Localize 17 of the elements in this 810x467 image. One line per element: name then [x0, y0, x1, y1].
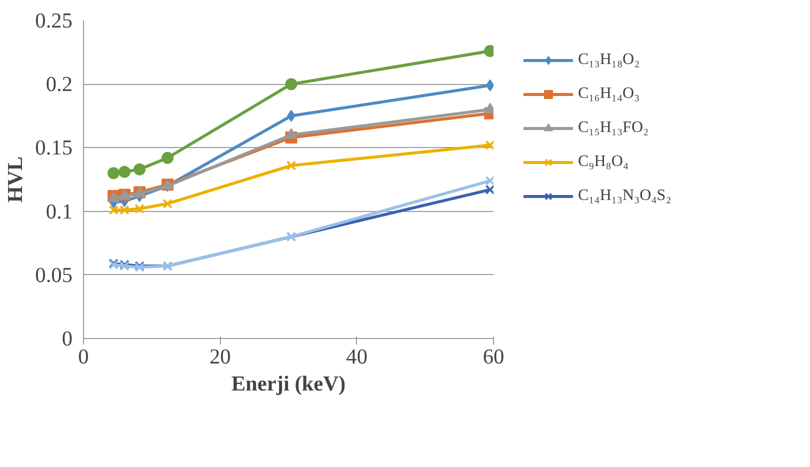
y-axis-title: HVL: [3, 156, 28, 203]
legend-label: C₁₅H₁₃FO₂: [578, 119, 649, 137]
y-tick-label: 0.1: [46, 199, 73, 224]
legend-label: C₁₃H₁₈O₂: [578, 51, 640, 69]
x-tick-label: 0: [78, 344, 89, 368]
y-tick-label: 0.25: [35, 8, 73, 32]
y-tick-label: 0.2: [46, 72, 73, 96]
x-tick-label: 40: [346, 344, 368, 368]
y-tick-label: 0.15: [35, 136, 73, 160]
legend-label: C₉H₈O₄: [578, 153, 629, 171]
y-tick-label: 0: [62, 326, 73, 350]
legend-label: C₁₆H₁₄O₃: [578, 85, 640, 103]
x-axis-title: Enerji (keV): [231, 372, 346, 396]
legend-label: C₁₄H₁₃N₃O₄S₂: [578, 187, 672, 205]
y-tick-label: 0.05: [35, 262, 73, 287]
x-tick-label: 60: [482, 344, 504, 368]
x-tick-label: 20: [210, 344, 231, 368]
